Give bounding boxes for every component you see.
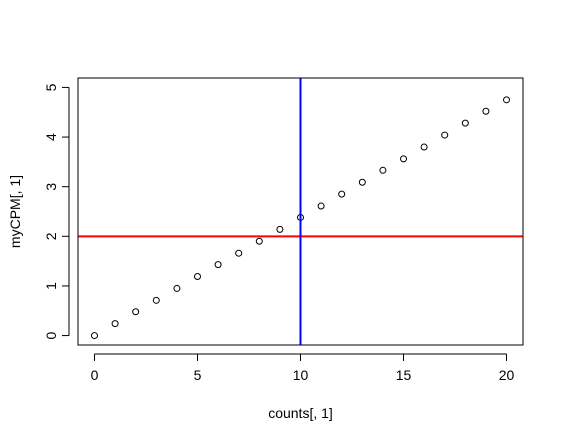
data-point xyxy=(255,237,263,245)
x-tick-label: 15 xyxy=(396,367,412,383)
data-point xyxy=(214,261,222,269)
data-point xyxy=(173,284,181,292)
y-tick-label: 5 xyxy=(43,83,59,91)
data-point xyxy=(441,131,449,139)
data-point xyxy=(193,273,201,281)
reference-lines xyxy=(78,78,523,345)
x-axis: 0 5 10 15 20 xyxy=(91,353,515,383)
x-tick-label: 20 xyxy=(499,367,515,383)
x-tick-label: 5 xyxy=(194,367,202,383)
data-point xyxy=(90,332,98,340)
data-point xyxy=(152,296,160,304)
data-point xyxy=(111,320,119,328)
data-point xyxy=(358,178,366,186)
data-point xyxy=(338,190,346,198)
x-axis-label: counts[, 1] xyxy=(268,405,333,421)
y-tick-label: 3 xyxy=(43,183,59,191)
y-tick-label: 1 xyxy=(43,282,59,290)
data-point xyxy=(420,143,428,151)
y-tick-label: 2 xyxy=(43,232,59,240)
data-point xyxy=(379,166,387,174)
plot-frame xyxy=(77,77,524,346)
data-point xyxy=(132,308,140,316)
data-point xyxy=(317,202,325,210)
data-point xyxy=(461,119,469,127)
y-tick-label: 4 xyxy=(43,133,59,141)
y-axis: 0 1 2 3 4 5 xyxy=(43,83,70,339)
data-point xyxy=(400,155,408,163)
data-point xyxy=(276,225,284,233)
y-tick-label: 0 xyxy=(43,331,59,339)
data-point xyxy=(503,96,511,104)
y-axis-label: myCPM[, 1] xyxy=(7,175,23,248)
data-point xyxy=(235,249,243,257)
x-tick-label: 0 xyxy=(91,367,99,383)
data-point xyxy=(482,107,490,115)
data-points xyxy=(90,96,511,340)
x-tick-label: 10 xyxy=(293,367,309,383)
